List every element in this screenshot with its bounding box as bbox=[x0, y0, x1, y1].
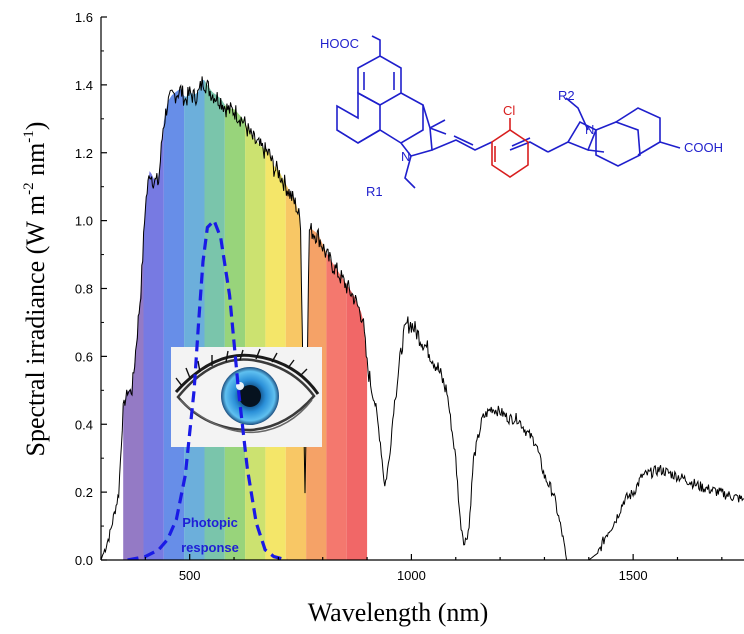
y-tick-label: 0.6 bbox=[75, 349, 93, 364]
x-axis: 500 1000 1500 bbox=[100, 554, 723, 583]
band-segment bbox=[326, 252, 347, 560]
band-segment bbox=[245, 123, 266, 560]
cooh-label: COOH bbox=[684, 140, 723, 155]
hooc-label: HOOC bbox=[320, 36, 359, 51]
n-plus-label: N bbox=[401, 149, 410, 164]
band-segment bbox=[123, 239, 144, 560]
band-segment bbox=[204, 80, 225, 560]
y-tick-label: 1.0 bbox=[75, 214, 93, 229]
y-tick-label: 0.0 bbox=[75, 553, 93, 568]
visible-spectrum-band bbox=[123, 79, 368, 560]
x-tick-label: 1000 bbox=[397, 568, 426, 583]
y-tick-label: 1.4 bbox=[75, 78, 93, 93]
y-axis-title: Spectral irradiance (W m-2 nm-1) bbox=[21, 122, 50, 457]
x-tick-label: 500 bbox=[179, 568, 201, 583]
band-segment bbox=[184, 79, 205, 560]
y-axis: 0.0 0.2 0.4 0.6 0.8 1.0 1.2 1.4 1.6 bbox=[75, 10, 107, 568]
y-tick-label: 1.6 bbox=[75, 10, 93, 25]
r2-label: R2 bbox=[558, 88, 575, 103]
photopic-response-series bbox=[127, 217, 288, 560]
n-label: N bbox=[585, 122, 594, 137]
y-tick-label: 0.4 bbox=[75, 417, 93, 432]
y-tick-label: 1.2 bbox=[75, 146, 93, 161]
x-axis-title: Wavelength (nm) bbox=[308, 598, 489, 627]
y-tick-label: 0.8 bbox=[75, 282, 93, 297]
spectral-irradiance-series bbox=[101, 76, 744, 560]
band-segment bbox=[346, 284, 368, 560]
band-segment bbox=[163, 88, 185, 560]
cyanine-dye-structure: HOOC COOH Cl N N R1 R2 bbox=[320, 35, 723, 199]
y-tick-label: 0.2 bbox=[75, 485, 93, 500]
x-tick-label: 1500 bbox=[619, 568, 648, 583]
band-segment bbox=[143, 121, 164, 560]
band-segment bbox=[224, 104, 246, 560]
r1-label: R1 bbox=[366, 184, 383, 199]
photopic-annotation-line2: response bbox=[181, 540, 239, 555]
cl-label: Cl bbox=[503, 103, 515, 118]
photopic-annotation-line1: Photopic bbox=[182, 515, 238, 530]
